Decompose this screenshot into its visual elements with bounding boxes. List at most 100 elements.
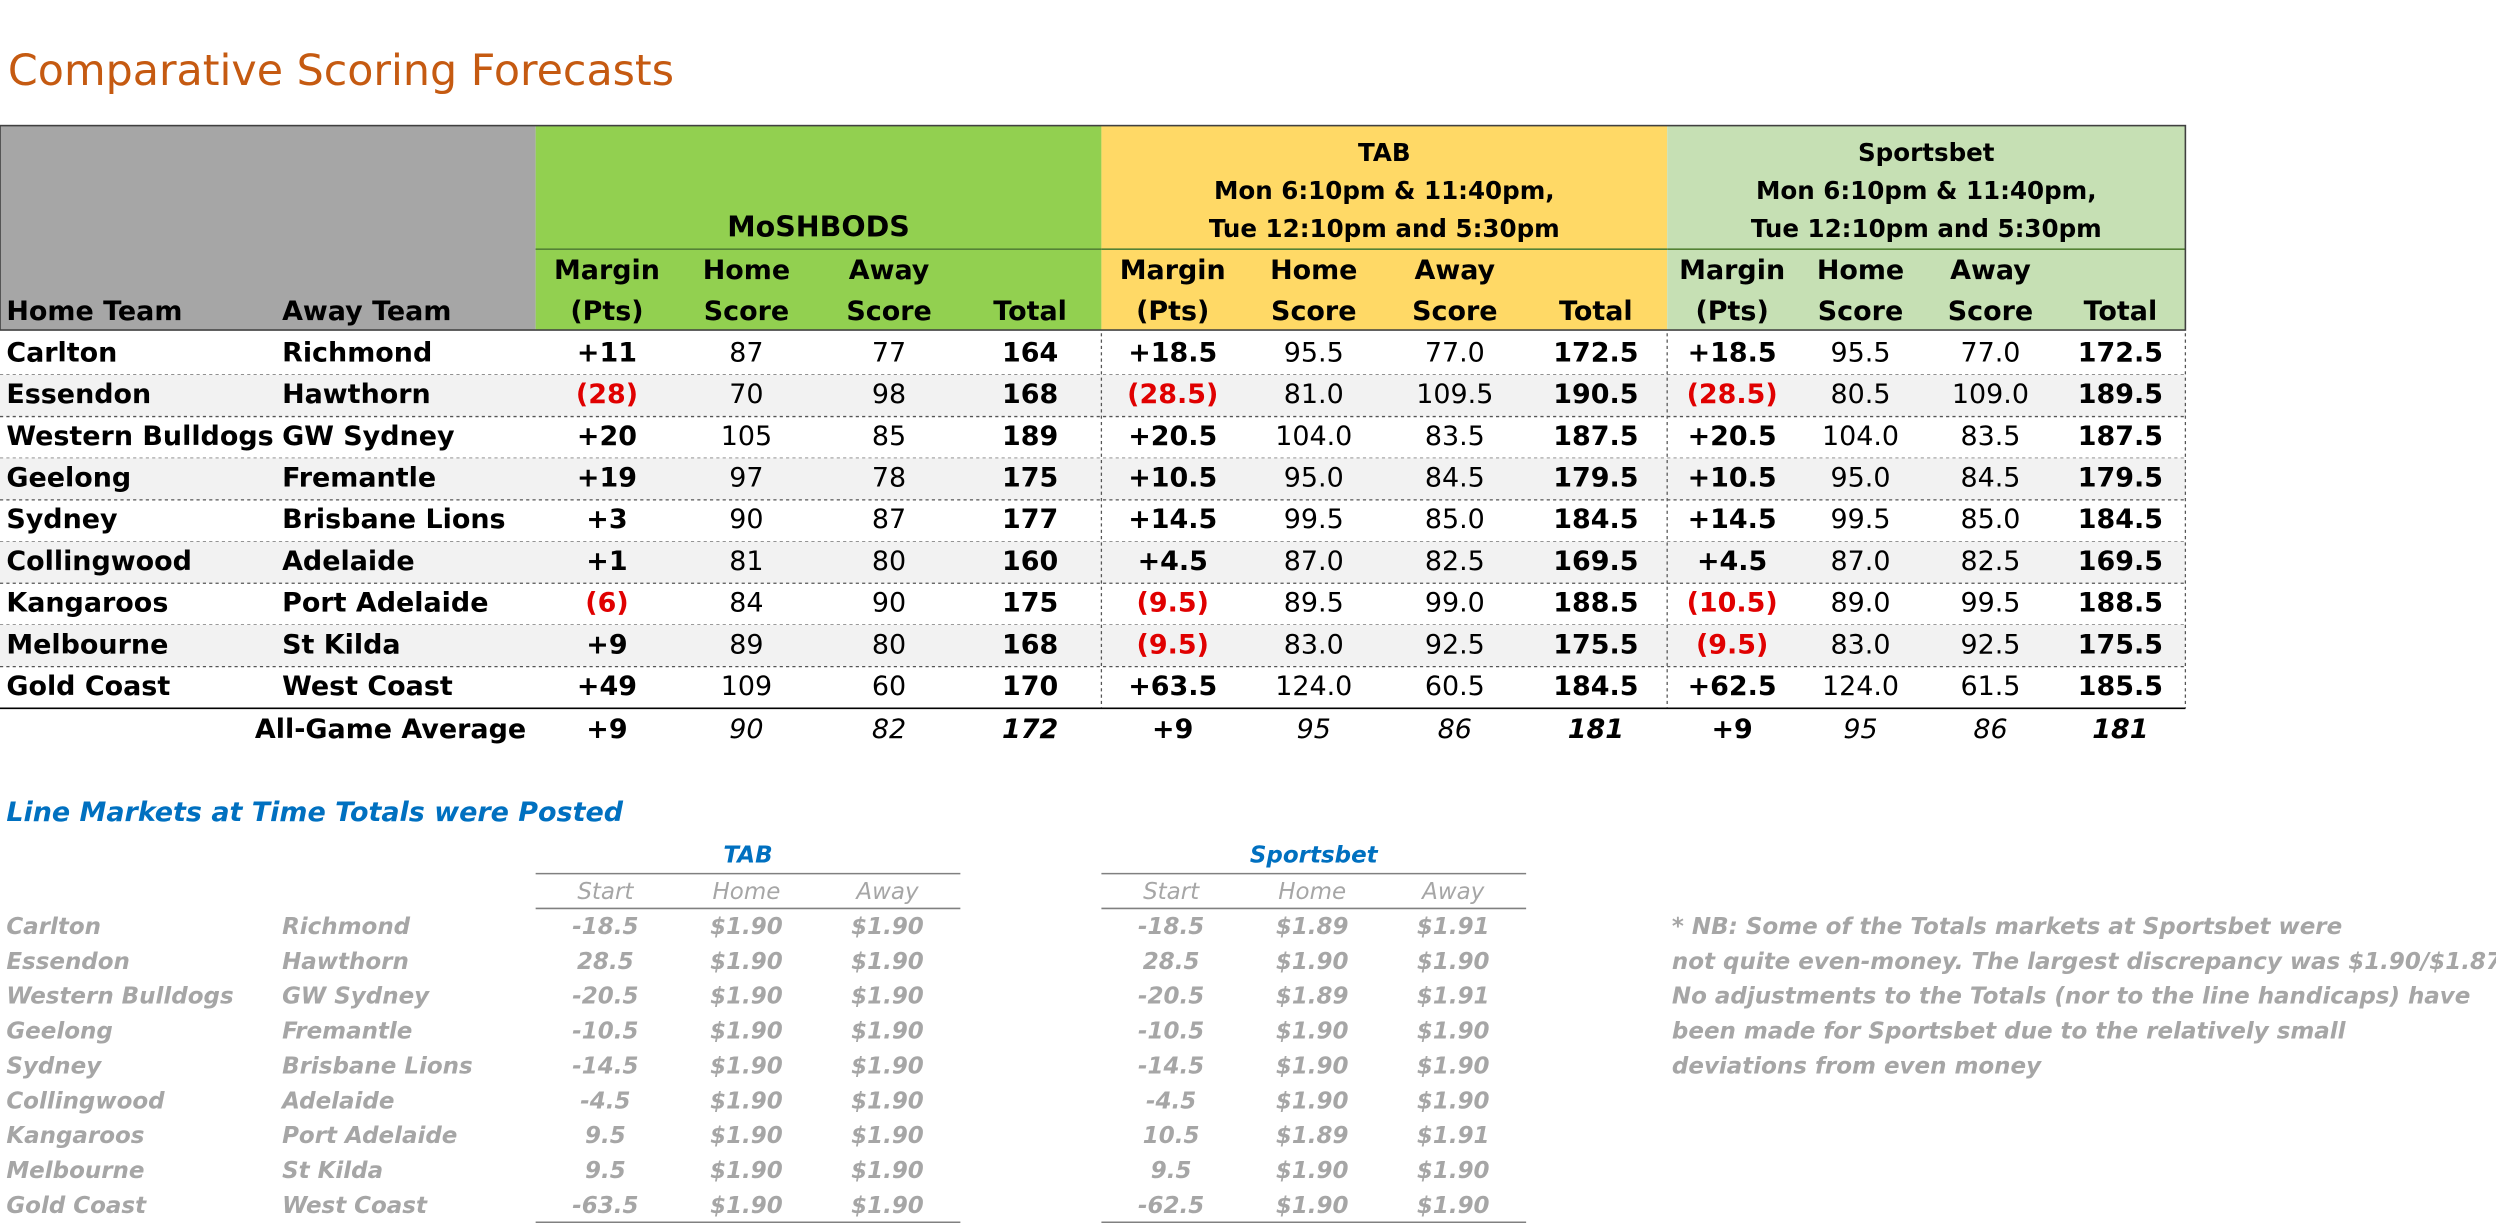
market-value: -14.5 bbox=[1138, 1053, 1204, 1079]
cell-value: 92.5 bbox=[1425, 629, 1485, 660]
cell-value: 77.0 bbox=[1960, 338, 2020, 369]
column-header: Away bbox=[1950, 255, 2031, 286]
cell-value: 99.5 bbox=[1284, 504, 1344, 535]
market-value: $1.90 bbox=[851, 1019, 924, 1045]
away-team: Brisbane Lions bbox=[282, 504, 505, 535]
market-value: -10.5 bbox=[572, 1019, 638, 1045]
cell-value: 61.5 bbox=[1960, 671, 2020, 702]
column-header: Away bbox=[854, 879, 919, 905]
cell-value: (10.5) bbox=[1687, 588, 1778, 619]
page-title: Comparative Scoring Forecasts bbox=[8, 46, 674, 96]
cell-value: 85.0 bbox=[1960, 504, 2020, 535]
market-team: Richmond bbox=[282, 914, 411, 940]
market-team: Hawthorn bbox=[282, 949, 409, 975]
home-team: Melbourne bbox=[6, 629, 168, 660]
home-team: Western Bulldogs bbox=[6, 421, 273, 452]
market-value: $1.90 bbox=[710, 1088, 783, 1114]
team-header: Home Team bbox=[6, 296, 182, 327]
note-line: deviations from even money bbox=[1672, 1053, 2042, 1079]
cell-value: 60.5 bbox=[1425, 671, 1485, 702]
market-value: $1.90 bbox=[1276, 1053, 1349, 1079]
cell-value: +49 bbox=[577, 671, 637, 702]
market-value: $1.91 bbox=[1417, 1123, 1490, 1149]
cell-value: (6) bbox=[585, 588, 628, 619]
away-team: Fremantle bbox=[282, 463, 436, 494]
cell-value: 104.0 bbox=[1275, 421, 1352, 452]
cell-value: 109.0 bbox=[1952, 379, 2029, 410]
note-line: No adjustments to the Totals (nor to the… bbox=[1672, 984, 2470, 1010]
column-header: Home bbox=[1278, 879, 1346, 905]
market-team: GW Sydney bbox=[282, 984, 430, 1010]
header-bg bbox=[0, 125, 536, 331]
market-team: St Kilda bbox=[282, 1158, 383, 1184]
market-team: Fremantle bbox=[282, 1019, 412, 1045]
average-label: All-Game Average bbox=[255, 714, 526, 745]
cell-value: 60 bbox=[872, 671, 906, 702]
market-value: $1.90 bbox=[1417, 1088, 1490, 1114]
column-header: Margin bbox=[1120, 255, 1226, 286]
average-value: 82 bbox=[872, 714, 906, 745]
average-value: 172 bbox=[1002, 714, 1058, 745]
home-team: Gold Coast bbox=[6, 671, 170, 702]
market-value: $1.90 bbox=[851, 914, 924, 940]
group-title: Sportsbet bbox=[1858, 138, 1995, 167]
average-value: 181 bbox=[1568, 714, 1624, 745]
cell-value: 77 bbox=[872, 338, 906, 369]
cell-value: +10.5 bbox=[1128, 463, 1217, 494]
cell-value: (9.5) bbox=[1137, 588, 1209, 619]
market-value: $1.90 bbox=[710, 1019, 783, 1045]
cell-value: 104.0 bbox=[1822, 421, 1899, 452]
column-header: Start bbox=[577, 879, 634, 905]
group-title: Mon 6:10pm & 11:40pm, bbox=[1214, 176, 1555, 205]
market-team: Melbourne bbox=[6, 1158, 144, 1184]
market-value: -62.5 bbox=[1138, 1193, 1204, 1219]
market-value: $1.90 bbox=[710, 1123, 783, 1149]
cell-value: 95.0 bbox=[1284, 463, 1344, 494]
market-value: $1.90 bbox=[1276, 1019, 1349, 1045]
group-bg bbox=[1667, 125, 2186, 331]
market-value: -18.5 bbox=[1138, 914, 1204, 940]
group-title: Tue 12:10pm and 5:30pm bbox=[1209, 214, 1560, 243]
market-value: -20.5 bbox=[572, 984, 638, 1010]
market-value: $1.90 bbox=[851, 984, 924, 1010]
cell-value: 169.5 bbox=[2078, 546, 2163, 577]
market-team: Carlton bbox=[6, 914, 101, 940]
market-value: $1.90 bbox=[710, 984, 783, 1010]
cell-value: +18.5 bbox=[1128, 338, 1217, 369]
column-header: Home bbox=[703, 255, 790, 286]
cell-value: 87.0 bbox=[1284, 546, 1344, 577]
away-team: Hawthorn bbox=[282, 379, 431, 410]
cell-value: 168 bbox=[1002, 379, 1058, 410]
cell-value: (28) bbox=[576, 379, 638, 410]
cell-value: 83.0 bbox=[1831, 629, 1891, 660]
cell-value: 87 bbox=[872, 504, 906, 535]
cell-value: 189 bbox=[1002, 421, 1058, 452]
row-bg bbox=[0, 541, 2186, 584]
cell-value: 95.5 bbox=[1831, 338, 1891, 369]
cell-value: +10.5 bbox=[1688, 463, 1777, 494]
cell-value: 179.5 bbox=[2078, 463, 2163, 494]
column-header: Margin bbox=[1679, 255, 1785, 286]
column-header: Away bbox=[1414, 255, 1495, 286]
market-value: $1.90 bbox=[710, 1158, 783, 1184]
cell-value: +20.5 bbox=[1128, 421, 1217, 452]
team-header: Away Team bbox=[282, 296, 451, 327]
column-header: Start bbox=[1143, 879, 1200, 905]
market-value: $1.90 bbox=[851, 1158, 924, 1184]
market-value: -10.5 bbox=[1138, 1019, 1204, 1045]
column-header: Score bbox=[846, 296, 931, 327]
column-header: (Pts) bbox=[1696, 296, 1769, 327]
cell-value: 170 bbox=[1002, 671, 1058, 702]
cell-value: 168 bbox=[1002, 629, 1058, 660]
row-bg bbox=[0, 458, 2186, 500]
market-value: $1.90 bbox=[1417, 1053, 1490, 1079]
average-value: 90 bbox=[729, 714, 763, 745]
cell-value: 95.5 bbox=[1284, 338, 1344, 369]
cell-value: +63.5 bbox=[1128, 671, 1217, 702]
market-value: -4.5 bbox=[580, 1088, 630, 1114]
cell-value: 98 bbox=[872, 379, 906, 410]
cell-value: (9.5) bbox=[1137, 629, 1209, 660]
market-value: $1.89 bbox=[1276, 984, 1349, 1010]
average-value: 86 bbox=[1973, 714, 2007, 745]
